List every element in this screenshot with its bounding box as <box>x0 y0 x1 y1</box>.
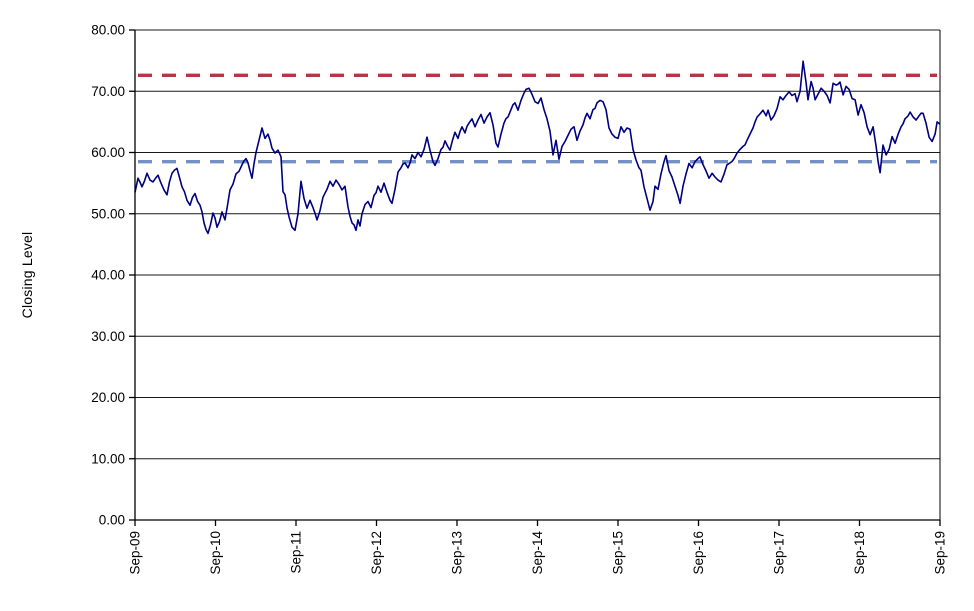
y-tick-label: 80.00 <box>91 23 125 38</box>
x-tick-label: Sep-12 <box>369 531 384 575</box>
y-tick-label: 40.00 <box>91 268 125 283</box>
y-tick-label: 10.00 <box>91 451 125 466</box>
series-line-closing-level <box>134 60 941 235</box>
x-tick-label: Sep-19 <box>933 531 948 575</box>
x-tick-label: Sep-11 <box>289 531 304 574</box>
x-tick-label: Sep-09 <box>128 531 143 575</box>
x-tick-label: Sep-15 <box>611 531 626 575</box>
x-tick-label: Sep-18 <box>852 531 867 575</box>
x-tick-label: Sep-14 <box>530 531 545 575</box>
x-tick-label: Sep-10 <box>208 531 223 575</box>
y-tick-label: 70.00 <box>91 84 125 99</box>
x-tick-label: Sep-13 <box>450 531 465 575</box>
x-tick-label: Sep-17 <box>772 531 787 575</box>
y-axis-title: Closing Level <box>19 231 35 319</box>
y-tick-label: 20.00 <box>91 390 125 405</box>
x-tick-label: Sep-16 <box>691 531 706 575</box>
y-tick-label: 30.00 <box>91 329 125 344</box>
y-tick-label: 0.00 <box>99 513 125 528</box>
y-tick-label: 50.00 <box>91 206 125 221</box>
y-tick-label: 60.00 <box>91 145 125 160</box>
